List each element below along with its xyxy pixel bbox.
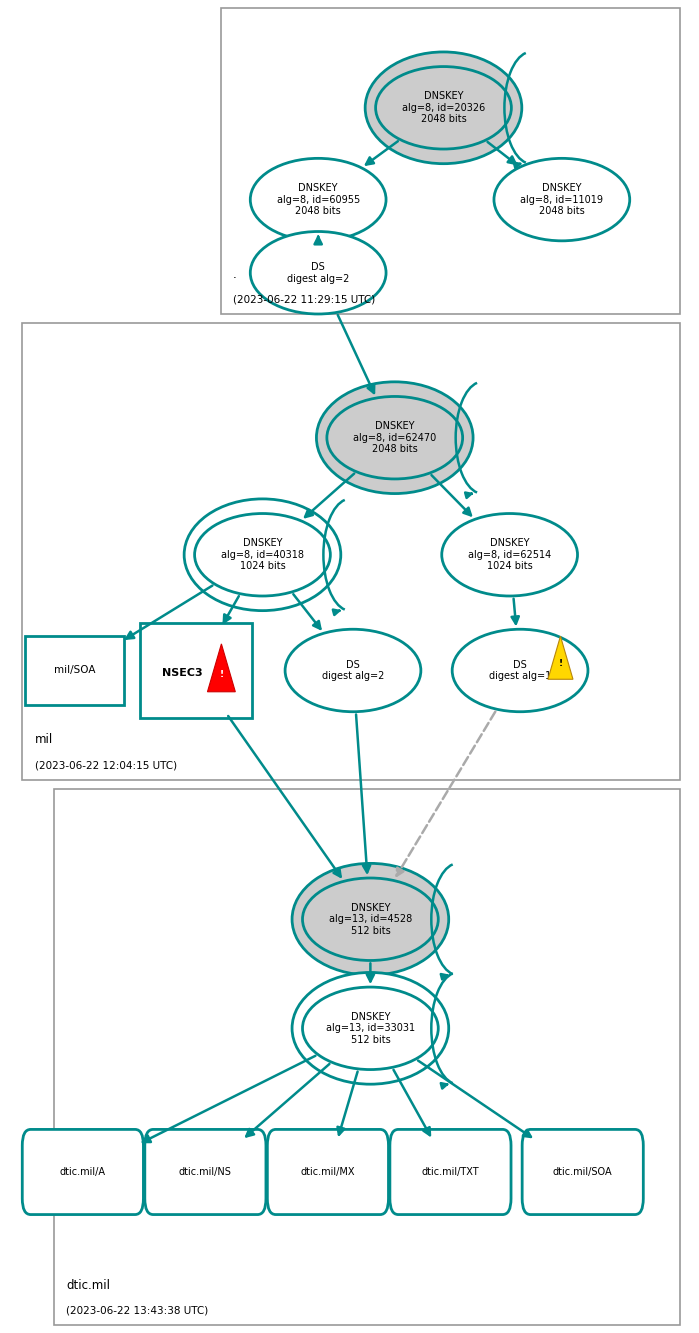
Text: .: . <box>238 293 242 307</box>
Text: DNSKEY
alg=8, id=60955
2048 bits: DNSKEY alg=8, id=60955 2048 bits <box>277 183 360 216</box>
Text: DS
digest alg=1: DS digest alg=1 <box>489 660 552 681</box>
FancyBboxPatch shape <box>54 789 680 1325</box>
Text: DS
digest alg=2: DS digest alg=2 <box>322 660 384 681</box>
Text: dtic.mil/A: dtic.mil/A <box>60 1166 106 1177</box>
Text: NSEC3: NSEC3 <box>162 668 203 678</box>
Ellipse shape <box>317 381 473 493</box>
Text: DNSKEY
alg=8, id=20326
2048 bits: DNSKEY alg=8, id=20326 2048 bits <box>402 91 485 124</box>
Ellipse shape <box>184 499 341 611</box>
FancyBboxPatch shape <box>140 624 252 717</box>
FancyBboxPatch shape <box>143 628 205 655</box>
Text: dtic.mil/NS: dtic.mil/NS <box>179 1166 232 1177</box>
Text: !: ! <box>559 660 563 668</box>
Ellipse shape <box>442 513 577 596</box>
FancyBboxPatch shape <box>390 1129 511 1214</box>
Text: (2023-06-22 11:29:15 UTC): (2023-06-22 11:29:15 UTC) <box>233 295 375 305</box>
Ellipse shape <box>292 973 449 1084</box>
Ellipse shape <box>327 396 463 479</box>
Ellipse shape <box>303 986 438 1069</box>
Ellipse shape <box>452 629 588 712</box>
Ellipse shape <box>194 513 331 596</box>
Text: DNSKEY
alg=8, id=62514
1024 bits: DNSKEY alg=8, id=62514 1024 bits <box>468 539 552 572</box>
Ellipse shape <box>375 67 512 149</box>
Ellipse shape <box>250 159 386 241</box>
Text: (2023-06-22 13:43:38 UTC): (2023-06-22 13:43:38 UTC) <box>66 1305 208 1316</box>
Text: .: . <box>233 268 237 281</box>
Text: dtic.mil/TXT: dtic.mil/TXT <box>421 1166 480 1177</box>
FancyBboxPatch shape <box>522 1129 643 1214</box>
Text: dtic.mil/SOA: dtic.mil/SOA <box>553 1166 612 1177</box>
Ellipse shape <box>365 52 522 164</box>
Text: dtic.mil/MX: dtic.mil/MX <box>301 1166 355 1177</box>
Text: mil/SOA: mil/SOA <box>54 665 95 676</box>
Text: DNSKEY
alg=13, id=33031
512 bits: DNSKEY alg=13, id=33031 512 bits <box>326 1012 415 1045</box>
Text: DS
digest alg=2: DS digest alg=2 <box>287 263 350 284</box>
Ellipse shape <box>303 878 438 961</box>
FancyBboxPatch shape <box>221 8 680 315</box>
Ellipse shape <box>250 232 386 315</box>
FancyBboxPatch shape <box>22 324 680 780</box>
FancyBboxPatch shape <box>267 1129 389 1214</box>
Text: (2023-06-22 12:04:15 UTC): (2023-06-22 12:04:15 UTC) <box>35 760 177 770</box>
Text: !: ! <box>219 670 224 678</box>
Text: mil: mil <box>35 733 53 746</box>
FancyBboxPatch shape <box>22 1129 143 1214</box>
Text: dtic.mil: dtic.mil <box>66 1278 110 1292</box>
FancyBboxPatch shape <box>145 1129 266 1214</box>
Ellipse shape <box>292 864 449 976</box>
Ellipse shape <box>494 159 630 241</box>
Text: DNSKEY
alg=8, id=40318
1024 bits: DNSKEY alg=8, id=40318 1024 bits <box>221 539 304 572</box>
Polygon shape <box>548 636 573 680</box>
Polygon shape <box>208 644 236 692</box>
FancyBboxPatch shape <box>25 636 124 705</box>
Text: DNSKEY
alg=8, id=11019
2048 bits: DNSKEY alg=8, id=11019 2048 bits <box>520 183 603 216</box>
Ellipse shape <box>285 629 421 712</box>
Text: DNSKEY
alg=13, id=4528
512 bits: DNSKEY alg=13, id=4528 512 bits <box>329 902 412 936</box>
Text: DNSKEY
alg=8, id=62470
2048 bits: DNSKEY alg=8, id=62470 2048 bits <box>353 421 436 455</box>
